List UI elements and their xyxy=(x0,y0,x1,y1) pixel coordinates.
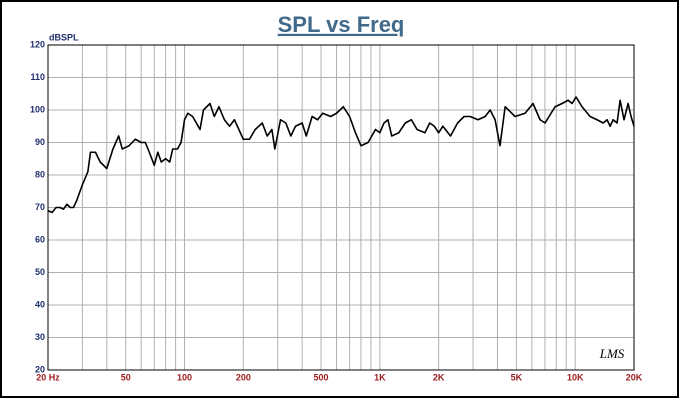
y-tick-label: 40 xyxy=(35,299,45,309)
y-tick-label: 90 xyxy=(35,137,45,147)
y-tick-label: 60 xyxy=(35,234,45,244)
x-tick-label: 100 xyxy=(177,372,192,382)
x-tick-label: 200 xyxy=(236,372,251,382)
x-tick-label: 20 Hz xyxy=(36,372,60,382)
watermark: LMS xyxy=(599,346,625,361)
y-tick-label: 50 xyxy=(35,267,45,277)
chart-title: SPL vs Freq xyxy=(278,12,405,37)
y-tick-label: 100 xyxy=(30,104,45,114)
x-tick-label: 2K xyxy=(433,372,445,382)
x-tick-label: 5K xyxy=(511,372,523,382)
x-tick-label: 500 xyxy=(314,372,329,382)
x-tick-label: 1K xyxy=(374,372,386,382)
y-axis-label: dBSPL xyxy=(49,32,79,42)
x-tick-label: 10K xyxy=(567,372,584,382)
y-tick-label: 20 xyxy=(35,364,45,374)
y-tick-label: 110 xyxy=(30,72,45,82)
plot-border xyxy=(47,44,635,371)
x-tick-label: 50 xyxy=(121,372,131,382)
x-tick-label: 20K xyxy=(626,372,643,382)
y-tick-label: 70 xyxy=(35,202,45,212)
y-tick-label: 30 xyxy=(35,332,45,342)
y-tick-label: 120 xyxy=(30,39,45,49)
spl-line xyxy=(47,96,635,214)
y-tick-label: 80 xyxy=(35,169,45,179)
